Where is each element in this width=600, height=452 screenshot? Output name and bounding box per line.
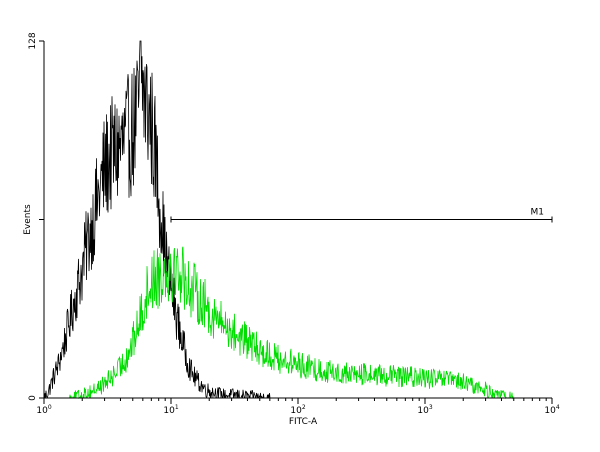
x-tick-label: 102 [290,404,305,416]
histogram-series-1 [44,40,271,399]
x-axis-title: FITC-A [289,417,318,427]
x-tick-label: 101 [163,404,178,416]
y-tick-group: 0 128 [28,32,44,401]
y-tick-label: 128 [28,32,38,49]
series-layer [44,40,514,400]
y-axis-title: Events [23,204,33,235]
histogram-series-2 [69,246,514,400]
x-tick-label: 100 [36,404,51,416]
marker-layer: M1 [170,208,553,223]
x-tick-group: 100 101 102 103 104 [36,398,560,416]
x-tick-label: 104 [544,404,559,416]
y-tick-label: 0 [28,395,38,401]
marker-label: M1 [531,208,545,218]
x-tick-label: 103 [417,404,432,416]
